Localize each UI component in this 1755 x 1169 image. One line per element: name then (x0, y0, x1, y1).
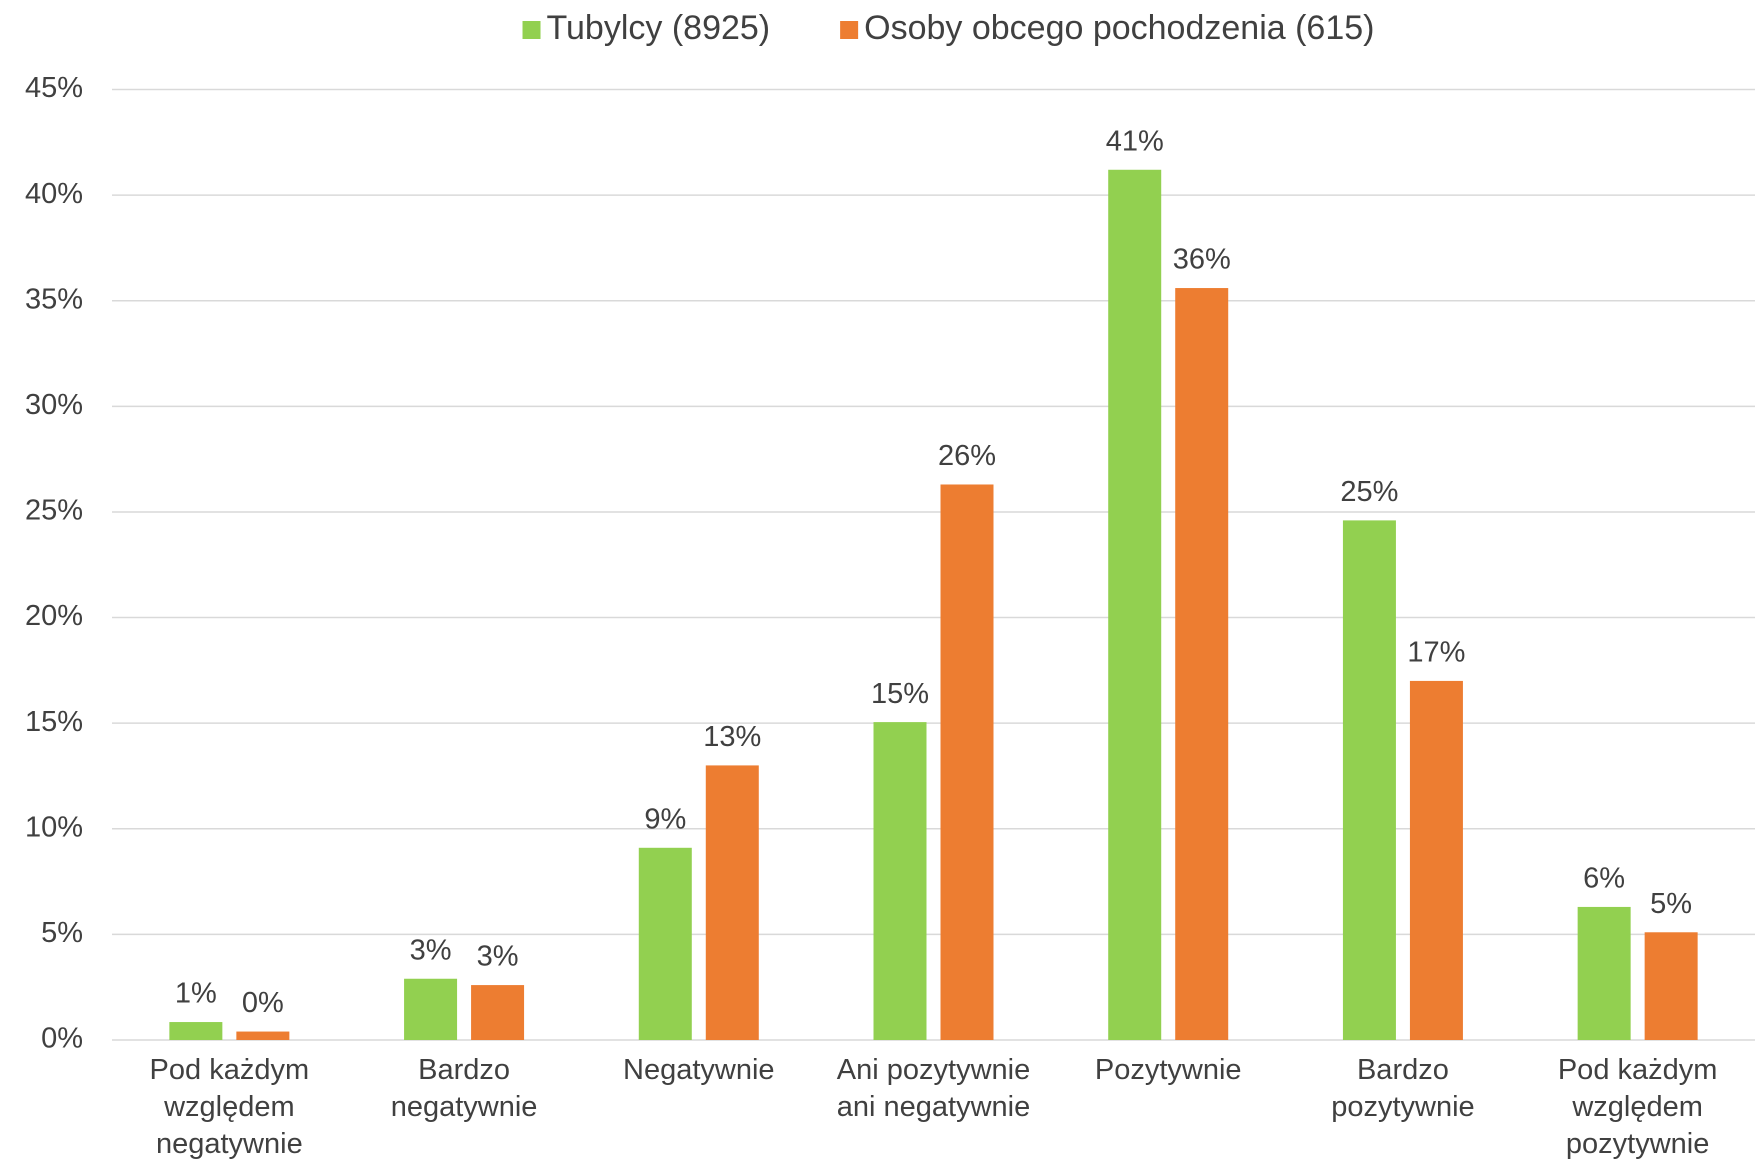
legend-swatch (840, 21, 859, 39)
data-label: 13% (703, 721, 761, 753)
x-tick-label: Negatywnie (623, 1054, 775, 1086)
y-tick-label: 0% (41, 1023, 83, 1055)
bar (1175, 288, 1229, 1040)
bar (236, 1031, 290, 1040)
y-tick-label: 45% (25, 72, 83, 104)
x-tick-label: Pod każdym względem pozytywnie (1557, 1054, 1718, 1160)
bar (873, 722, 927, 1040)
legend-label: Osoby obcego pochodzenia (615) (864, 9, 1374, 47)
y-tick-label: 5% (41, 917, 83, 949)
data-label: 3% (477, 941, 519, 973)
y-tick-label: 20% (25, 600, 83, 632)
bar (471, 985, 525, 1040)
data-label: 25% (1340, 476, 1398, 508)
data-label: 17% (1407, 637, 1465, 669)
y-tick-label: 15% (25, 706, 83, 738)
data-label: 5% (1650, 888, 1692, 920)
bar (169, 1022, 223, 1040)
x-tick-label: Pod każdym względem negatywnie (149, 1054, 310, 1160)
data-label: 41% (1106, 125, 1164, 157)
y-tick-label: 35% (25, 283, 83, 315)
bar (940, 484, 994, 1040)
y-tick-label: 30% (25, 389, 83, 421)
legend-label: Tubylcy (8925) (547, 9, 771, 47)
bar (705, 765, 759, 1040)
legend-swatch (522, 21, 541, 39)
bar (1342, 520, 1396, 1040)
data-label: 6% (1583, 863, 1625, 895)
bar (1108, 169, 1162, 1040)
bar (1577, 906, 1631, 1040)
data-label: 9% (644, 803, 686, 835)
x-tick-label: Ani pozytywnie ani negatywnie (836, 1054, 1031, 1123)
y-tick-label: 10% (25, 811, 83, 843)
data-label: 15% (871, 678, 929, 710)
x-tick-label: Pozytywnie (1094, 1054, 1242, 1086)
bar (638, 847, 692, 1040)
bar (1409, 680, 1463, 1040)
data-label: 0% (242, 987, 284, 1019)
x-tick-label: Bardzo negatywnie (390, 1054, 538, 1123)
data-label: 36% (1173, 244, 1231, 276)
data-label: 26% (938, 440, 996, 472)
bar (404, 978, 458, 1040)
y-tick-label: 25% (25, 495, 83, 527)
bar (1644, 932, 1698, 1040)
data-label: 1% (175, 978, 217, 1010)
y-tick-label: 40% (25, 178, 83, 210)
x-tick-label: Bardzo pozytywnie (1331, 1054, 1475, 1123)
data-label: 3% (410, 934, 452, 966)
